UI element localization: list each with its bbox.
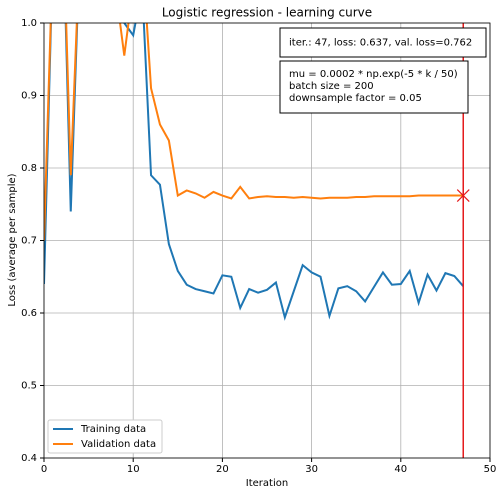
series-line (44, 23, 464, 321)
current-marker (456, 189, 470, 202)
y-tick-label: 0.8 (21, 163, 37, 174)
y-tick-label: 0.5 (21, 381, 37, 392)
legend-label: Training data (80, 424, 146, 435)
x-tick-label: 30 (305, 464, 318, 475)
y-axis-label: Loss (average per sample) (7, 173, 18, 306)
x-tick-label: 20 (216, 464, 229, 475)
y-tick-label: 0.9 (21, 91, 37, 102)
y-tick-label: 0.6 (21, 308, 37, 319)
marker-stroke (456, 189, 470, 202)
legend-box (47, 419, 163, 454)
plot-frame (43, 22, 491, 459)
annotation-text: batch size = 200 (289, 81, 374, 92)
x-tick-label: 10 (127, 464, 140, 475)
annotation-text: downsample factor = 0.05 (289, 93, 422, 104)
plot-area (44, 23, 464, 321)
y-tick-label: 0.4 (21, 453, 37, 464)
y-tick-label: 1.0 (21, 18, 37, 29)
x-tick-label: 50 (484, 464, 497, 475)
y-tick-label: 0.7 (21, 236, 37, 247)
x-axis-label: Iteration (246, 478, 288, 489)
x-tick-label: 0 (41, 464, 47, 475)
chart-title: Logistic regression - learning curve (162, 6, 372, 20)
legend-label: Validation data (81, 439, 156, 450)
annotation-box (279, 27, 487, 58)
x-tick-label: 40 (394, 464, 407, 475)
annotation-box (279, 60, 469, 114)
annotation-text: iter.: 47, loss: 0.637, val. loss=0.762 (289, 38, 472, 49)
series-line (44, 23, 464, 241)
annotation-text: mu = 0.0002 * np.exp(-5 * k / 50) (289, 69, 458, 80)
